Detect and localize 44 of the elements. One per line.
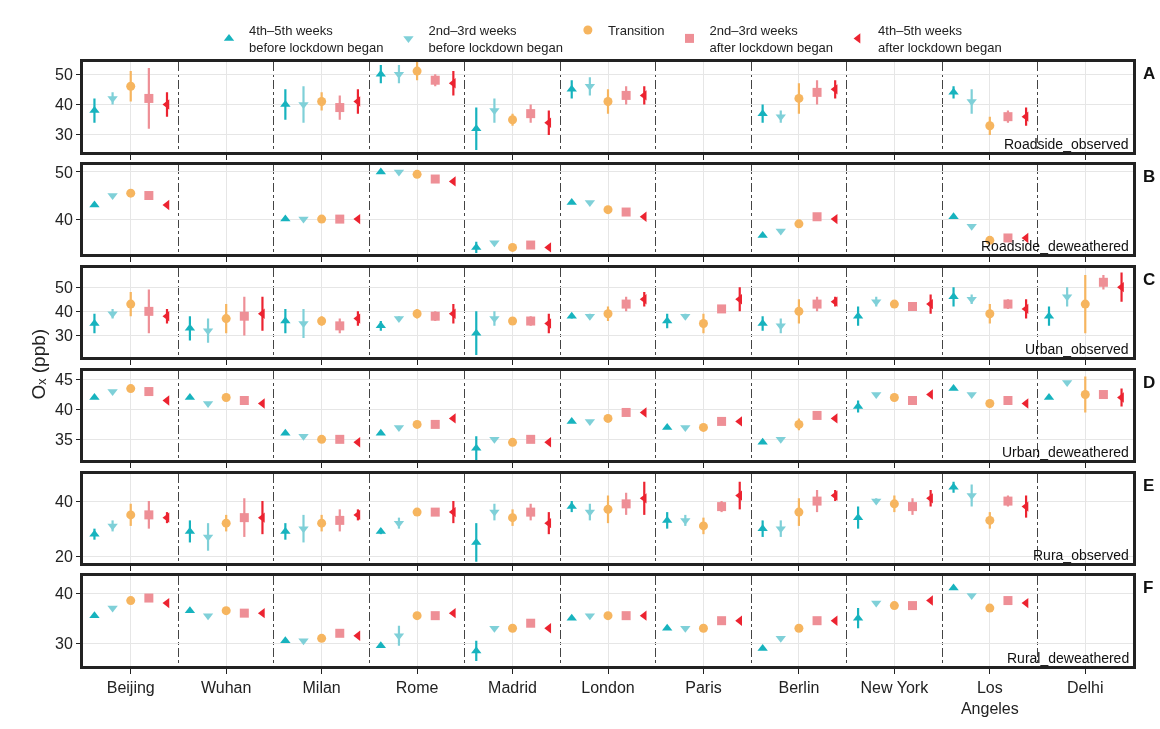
annotation: Urban_deweathered [1002, 444, 1129, 460]
y-tick-label: 50 [55, 278, 73, 296]
x-tick-label: New York [860, 679, 930, 697]
text: A [1143, 64, 1156, 83]
y-tick-label: 30 [55, 327, 73, 345]
x-tick-label: Paris [685, 679, 722, 697]
x-tick-label: Los Angeles [960, 679, 1019, 717]
y-tick-label: 30 [55, 634, 73, 652]
y-tick-label: 40 [55, 210, 73, 228]
y-tick-label: 40 [55, 96, 73, 114]
y-tick-label: 35 [55, 430, 73, 448]
text: D [1143, 373, 1156, 392]
y-axis-title: Oₓ (ppb) [27, 328, 49, 400]
y-tick-label: 50 [55, 65, 73, 83]
text: F [1143, 578, 1154, 597]
y-tick-label: 40 [55, 401, 73, 419]
annotation: Rural_deweathered [1007, 650, 1130, 666]
x-tick-label: Milan [302, 679, 341, 697]
x-tick-label: Berlin [778, 679, 820, 697]
text: E [1143, 476, 1155, 495]
legend-label: 2nd–3rd weeks after lockdown began [709, 23, 834, 55]
legend-label: Transition [607, 23, 665, 39]
y-tick-label: 50 [55, 163, 73, 181]
annotation: Roadside_deweathered [981, 238, 1129, 254]
legend-label: 4th–5th weeks before lockdown began [249, 23, 384, 55]
y-tick-label: 40 [55, 492, 73, 510]
text: C [1143, 270, 1156, 289]
annotation: Rura_observed [1033, 547, 1129, 563]
y-tick-label: 30 [55, 126, 73, 144]
x-tick-label: Delhi [1067, 679, 1104, 697]
x-tick-label: Rome [395, 679, 439, 697]
annotation: Urban_observed [1025, 341, 1129, 357]
y-tick-label: 40 [55, 584, 73, 602]
legend-label: 2nd–3rd weeks before lockdown began [428, 23, 563, 55]
annotation: Roadside_observed [1004, 136, 1129, 152]
y-tick-label: 45 [55, 371, 73, 389]
x-tick-label: Beijing [106, 679, 155, 697]
y-tick-label: 40 [55, 302, 73, 320]
y-tick-label: 20 [55, 547, 73, 565]
x-tick-label: Wuhan [200, 679, 252, 697]
text: B [1143, 167, 1156, 186]
legend-label: 4th–5th weeks after lockdown began [878, 23, 1002, 55]
x-tick-label: Madrid [488, 679, 537, 697]
x-tick-label: London [581, 679, 635, 697]
